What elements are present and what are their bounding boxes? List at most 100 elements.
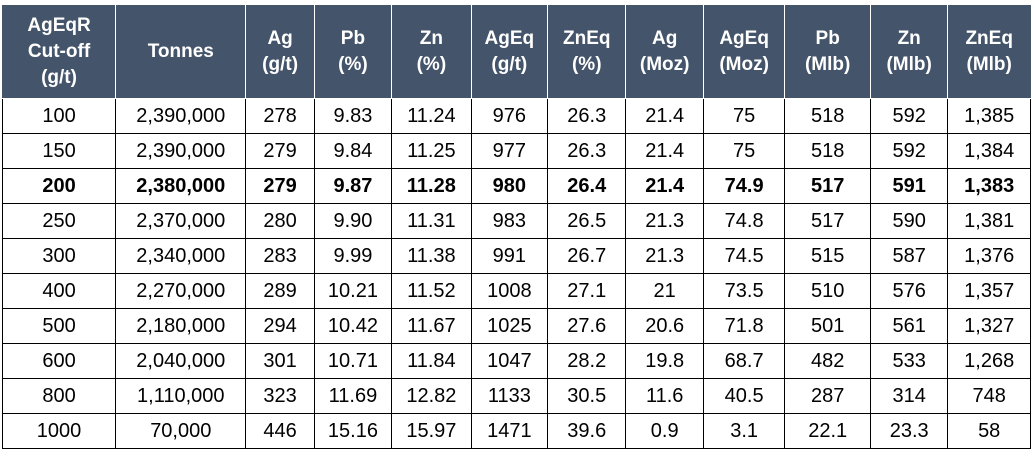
table-cell: 592 bbox=[869, 98, 949, 134]
table-cell: 976 bbox=[470, 98, 549, 134]
table-cell: 977 bbox=[470, 133, 549, 169]
table-cell: 200 bbox=[1, 168, 117, 204]
table-cell: 27.6 bbox=[547, 308, 627, 344]
table-cell: 2,380,000 bbox=[115, 168, 247, 204]
table-cell: 283 bbox=[245, 238, 315, 274]
column-header: Zn (%) bbox=[391, 5, 472, 99]
column-header-line: Cut-off bbox=[27, 41, 91, 62]
table-cell: 75 bbox=[702, 98, 786, 134]
table-cell: 800 bbox=[1, 378, 117, 414]
column-header: Ag (Moz) bbox=[625, 5, 704, 99]
table-cell: 9.90 bbox=[313, 203, 393, 239]
table-cell: 73.5 bbox=[702, 273, 786, 309]
table-row: 300 2,340,000 283 9.99 11.38 991 26.7 21.3 74.5 5… bbox=[1, 238, 1031, 274]
column-header-line: Ag bbox=[267, 28, 293, 49]
column-header-line: AgEq bbox=[719, 28, 769, 49]
table-cell: 501 bbox=[784, 308, 871, 344]
column-header-line: Ag bbox=[652, 28, 678, 49]
table-cell: 19.8 bbox=[625, 343, 704, 379]
table-body: 100 2,390,000 278 9.83 11.24 976 26.3 21.4 75 518… bbox=[1, 98, 1031, 449]
header-row: AgEqR Cut-off (g/t) Tonnes Ag (g/t) Pb (%) Zn (%)… bbox=[1, 5, 1031, 99]
table-cell: 1000 bbox=[1, 413, 117, 449]
table-cell: 1,385 bbox=[947, 98, 1031, 134]
table-cell: 10.71 bbox=[313, 343, 393, 379]
column-header: Ag (g/t) bbox=[245, 5, 315, 99]
table-cell: 9.83 bbox=[313, 98, 393, 134]
table-cell: 30.5 bbox=[547, 378, 627, 414]
table-cell: 21.3 bbox=[625, 238, 704, 274]
table-cell: 28.2 bbox=[547, 343, 627, 379]
table-cell: 26.7 bbox=[547, 238, 627, 274]
table-cell: 1047 bbox=[470, 343, 549, 379]
column-header-line: (g/t) bbox=[41, 67, 77, 88]
table-cell: 11.25 bbox=[391, 133, 472, 169]
table-row: 100 2,390,000 278 9.83 11.24 976 26.3 21.4 75 518… bbox=[1, 98, 1031, 134]
resource-estimate-table: AgEqR Cut-off (g/t) Tonnes Ag (g/t) Pb (%) Zn (%)… bbox=[1, 5, 1031, 449]
column-header: ZnEq (Mlb) bbox=[947, 5, 1031, 99]
table-cell: 3.1 bbox=[702, 413, 786, 449]
table-cell: 280 bbox=[245, 203, 315, 239]
table-cell: 576 bbox=[869, 273, 949, 309]
table-cell: 587 bbox=[869, 238, 949, 274]
column-header-line: (Mlb) bbox=[966, 54, 1012, 75]
table-cell: 21.3 bbox=[625, 203, 704, 239]
column-header-line: ZnEq bbox=[563, 28, 611, 49]
table-cell: 1025 bbox=[470, 308, 549, 344]
column-header: AgEqR Cut-off (g/t) bbox=[1, 5, 117, 99]
column-header: Tonnes bbox=[115, 5, 247, 99]
table-cell: 75 bbox=[702, 133, 786, 169]
column-header-line: AgEq bbox=[484, 28, 535, 49]
table-cell: 278 bbox=[245, 98, 315, 134]
table-container: AgEqR Cut-off (g/t) Tonnes Ag (g/t) Pb (%) Zn (%)… bbox=[1, 5, 1031, 449]
table-cell: 100 bbox=[1, 98, 117, 134]
column-header-line: Zn bbox=[419, 28, 443, 49]
table-cell: 11.84 bbox=[391, 343, 472, 379]
table-cell: 1,110,000 bbox=[115, 378, 247, 414]
table-cell: 74.5 bbox=[702, 238, 786, 274]
column-header-line: Tonnes bbox=[147, 41, 214, 62]
table-cell: 26.3 bbox=[547, 133, 627, 169]
table-cell: 1,381 bbox=[947, 203, 1031, 239]
column-header-line: AgEqR bbox=[27, 15, 91, 36]
table-cell: 980 bbox=[470, 168, 549, 204]
table-cell: 11.69 bbox=[313, 378, 393, 414]
table-cell: 21.4 bbox=[625, 98, 704, 134]
table-cell: 21 bbox=[625, 273, 704, 309]
table-cell: 15.16 bbox=[313, 413, 393, 449]
table-row: 150 2,390,000 279 9.84 11.25 977 26.3 21.4 75 518… bbox=[1, 133, 1031, 169]
table-cell: 26.4 bbox=[547, 168, 627, 204]
table-cell: 11.6 bbox=[625, 378, 704, 414]
table-cell: 1,327 bbox=[947, 308, 1031, 344]
table-cell: 74.8 bbox=[702, 203, 786, 239]
column-header-line: (Moz) bbox=[639, 54, 690, 75]
table-cell: 591 bbox=[869, 168, 949, 204]
column-header-line: (Moz) bbox=[719, 54, 769, 75]
table-cell: 2,390,000 bbox=[115, 133, 247, 169]
table-row: 800 1,110,000 323 11.69 12.82 1133 30.5 11.6 40.… bbox=[1, 378, 1031, 414]
table-cell: 15.97 bbox=[391, 413, 472, 449]
table-cell: 9.84 bbox=[313, 133, 393, 169]
column-header-line: (%) bbox=[338, 54, 368, 75]
table-cell: 983 bbox=[470, 203, 549, 239]
table-cell: 58 bbox=[947, 413, 1031, 449]
table-cell: 10.21 bbox=[313, 273, 393, 309]
table-cell: 748 bbox=[947, 378, 1031, 414]
table-row: 250 2,370,000 280 9.90 11.31 983 26.5 21.3 74.8 5… bbox=[1, 203, 1031, 239]
column-header-line: (%) bbox=[571, 54, 602, 75]
table-cell: 11.24 bbox=[391, 98, 472, 134]
column-header: Pb (%) bbox=[313, 5, 393, 99]
table-cell: 2,340,000 bbox=[115, 238, 247, 274]
table-cell: 11.52 bbox=[391, 273, 472, 309]
table-cell: 0.9 bbox=[625, 413, 704, 449]
column-header-line: (g/t) bbox=[491, 54, 528, 75]
table-cell: 1,376 bbox=[947, 238, 1031, 274]
table-cell: 2,370,000 bbox=[115, 203, 247, 239]
column-header-line: ZnEq bbox=[965, 28, 1013, 49]
table-row: 600 2,040,000 301 10.71 11.84 1047 28.2 19.8 68.… bbox=[1, 343, 1031, 379]
table-row: 1000 70,000 446 15.16 15.97 1471 39.6 0.9 3.1 22.… bbox=[1, 413, 1031, 449]
table-cell: 446 bbox=[245, 413, 315, 449]
table-row: 200 2,380,000 279 9.87 11.28 980 26.4 21.4 74.9 5… bbox=[1, 168, 1031, 204]
table-cell: 11.31 bbox=[391, 203, 472, 239]
table-cell: 2,180,000 bbox=[115, 308, 247, 344]
column-header: ZnEq (%) bbox=[547, 5, 627, 99]
